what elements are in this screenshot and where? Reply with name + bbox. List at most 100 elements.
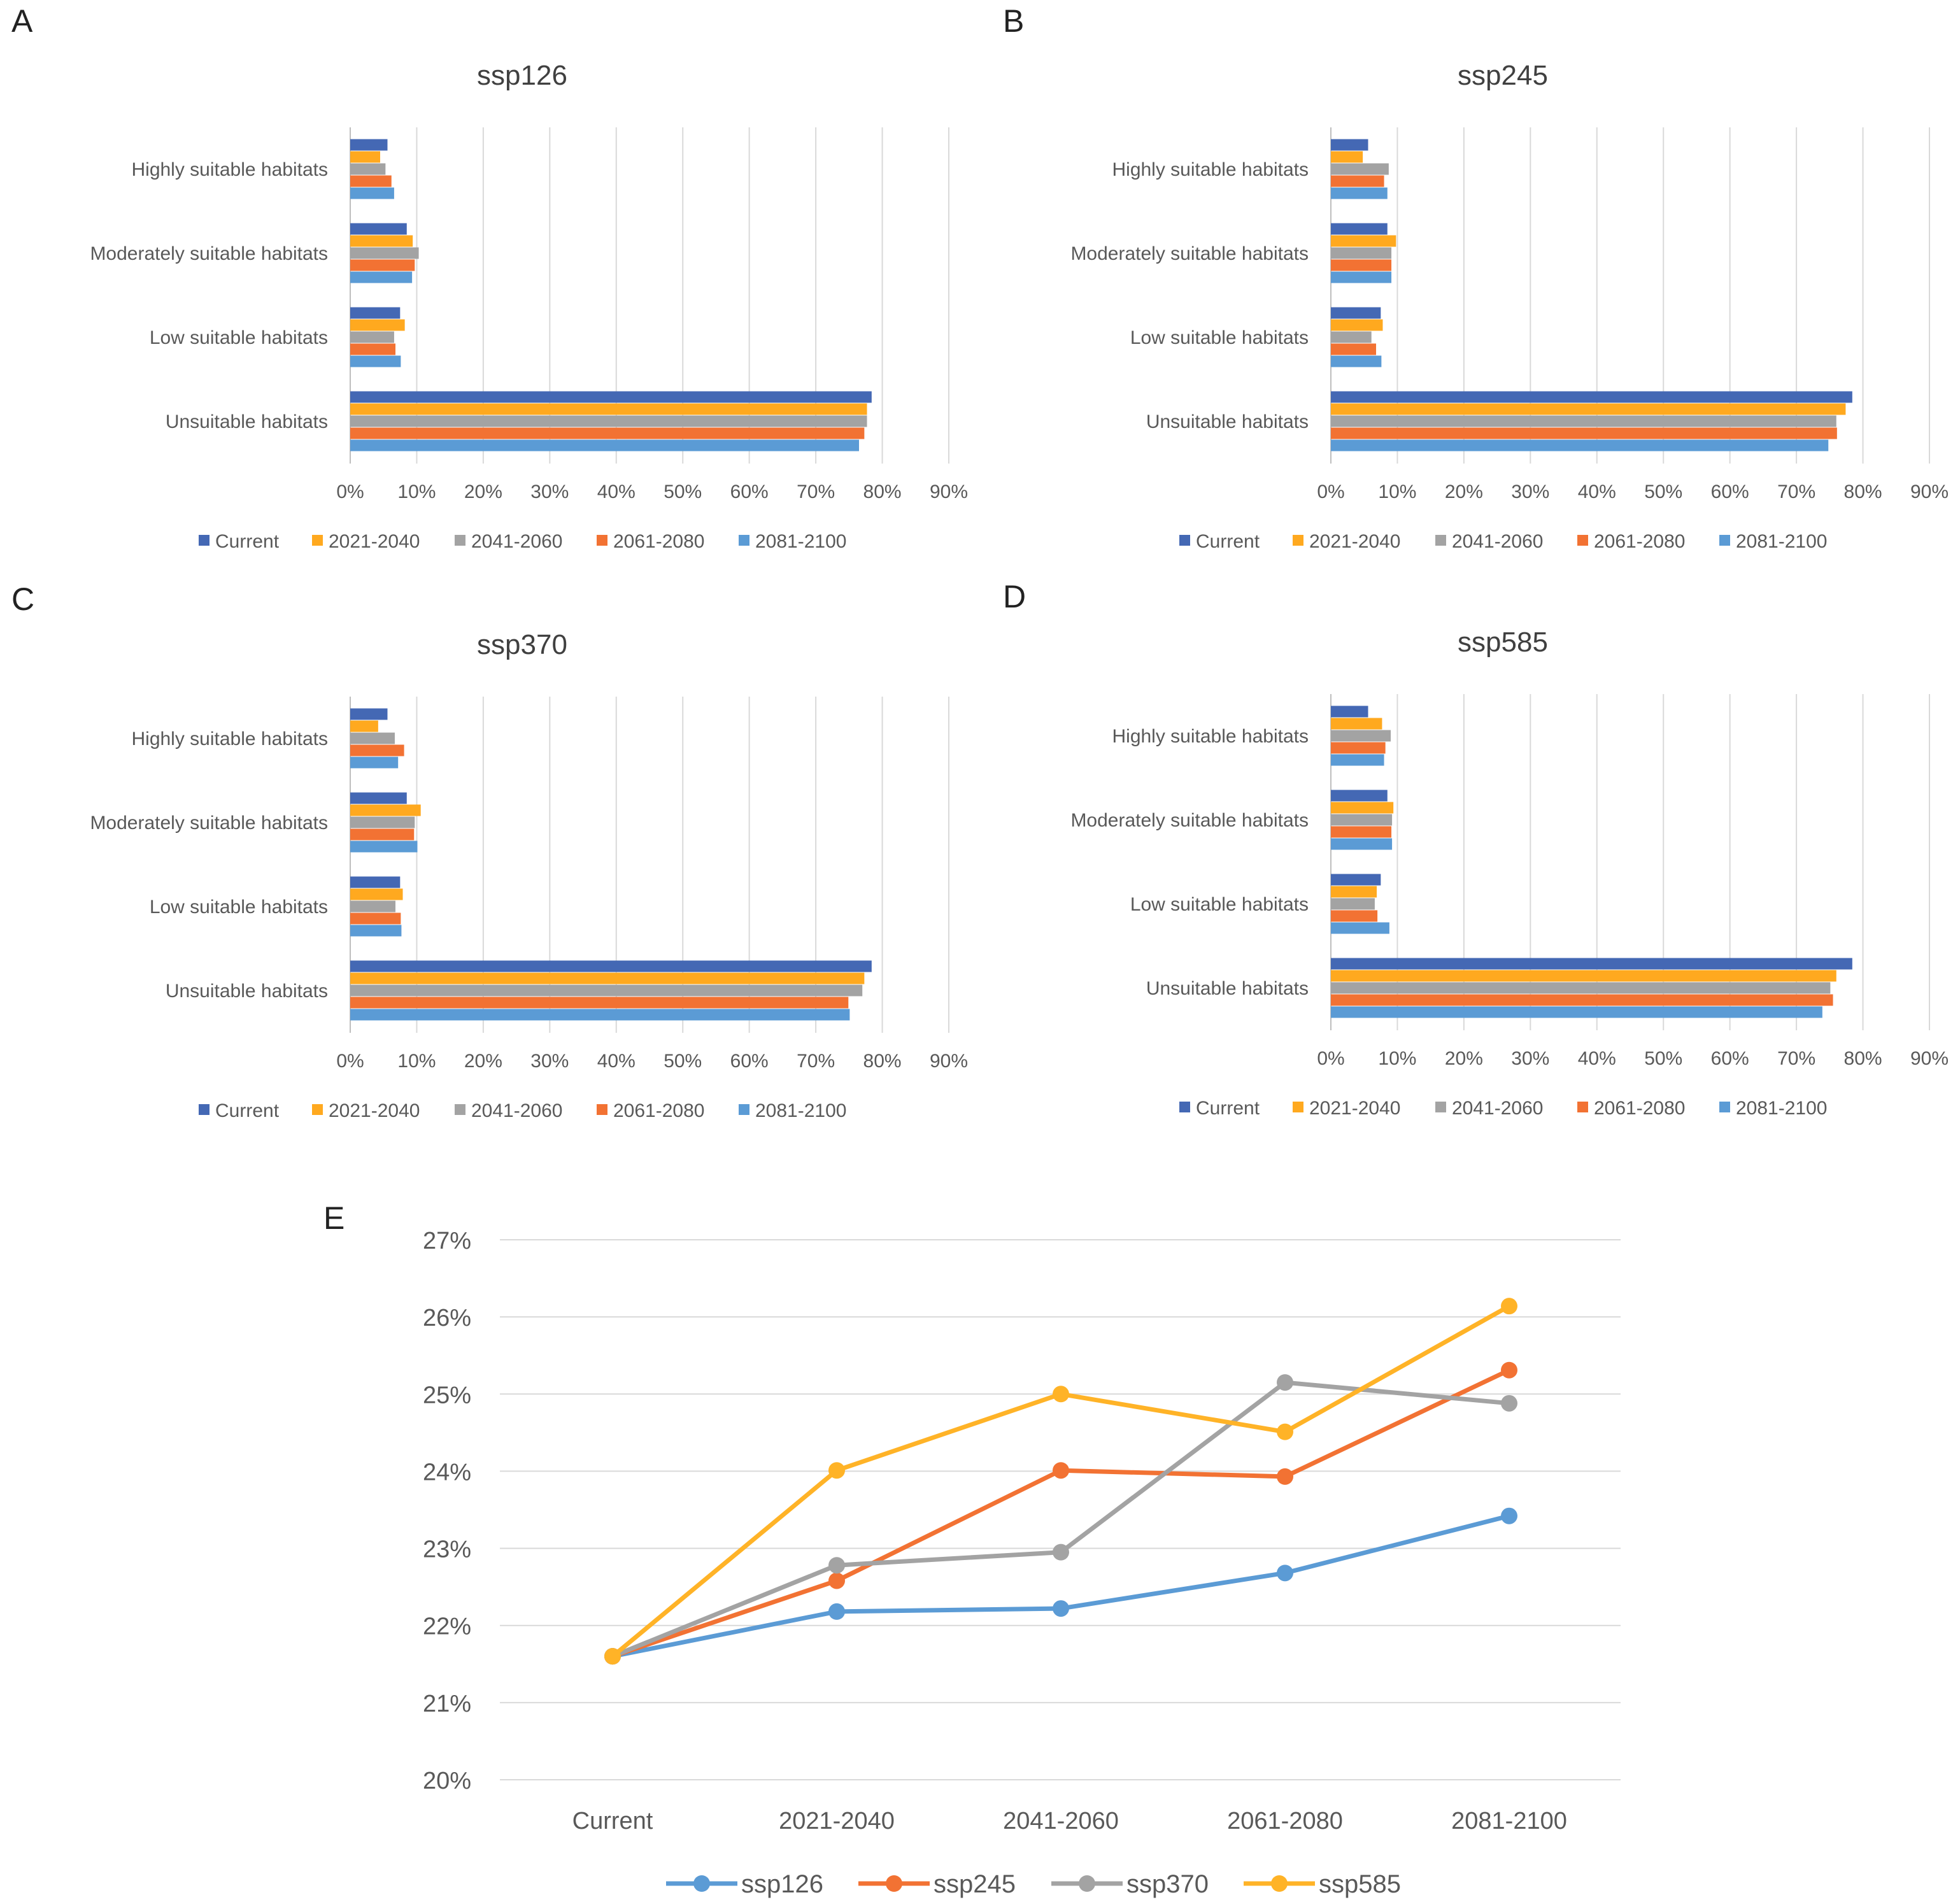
line-chart-e: E 20% 21% 22% 23% 24% 25% 26% 27% Current 2021-204… [323,1200,1621,1898]
bar-current [1331,874,1381,886]
category-label: Moderately suitable habitats [1070,243,1309,264]
bar-2021-2040 [1331,151,1363,163]
y-tick-label: 20% [423,1768,471,1794]
x-tick-label: 80% [863,1051,902,1072]
x-tick-label: 30% [530,1051,569,1072]
x-tick-label: 20% [464,481,502,502]
x-tick-label: 40% [597,1051,636,1072]
legend-marker-ssp245 [886,1875,902,1892]
bar-2041-2060 [350,732,395,744]
legend-label: 2081-2100 [755,1100,846,1121]
panel-letter: A [11,3,33,39]
bar-current [1331,139,1368,151]
category-label: Low suitable habitats [1130,894,1309,915]
legend-swatch-2041-2060 [1435,1102,1446,1112]
legend-label: 2081-2100 [755,531,846,552]
x-tick-label: 40% [1578,1048,1616,1069]
bar-2061-2080 [350,343,396,355]
x-tick-label: 60% [1711,481,1749,502]
data-point-ssp245 [1053,1462,1069,1479]
legend-label: Current [1196,531,1260,552]
bar-2061-2080 [1331,826,1392,838]
x-tick-label: 2021-2040 [779,1808,895,1835]
x-tick-label: 90% [1910,481,1949,502]
legend-label: 2081-2100 [1736,531,1827,552]
data-point-ssp585 [1053,1386,1069,1403]
category-label: Highly suitable habitats [1112,159,1309,180]
data-point-ssp126 [1277,1565,1293,1582]
legend-swatch-2081-2100 [1719,535,1730,546]
bar-current [1331,706,1368,718]
legend-label: Current [215,1100,280,1121]
legend-label: 2021-2040 [329,531,420,552]
x-tick-label: 50% [664,481,702,502]
series-line-ssp126 [612,1514,1510,1659]
x-tick-label: 60% [730,1051,769,1072]
chart-title: ssp370 [477,629,567,660]
x-tick-label: 70% [1777,481,1815,502]
bar-2061-2080 [350,912,401,925]
bar-2081-2100 [1331,439,1829,451]
bar-2061-2080 [350,427,865,439]
category-label: Unsuitable habitats [166,981,328,1002]
legend-swatch-2061-2080 [1577,1102,1588,1112]
legend-swatch-2041-2060 [455,535,465,546]
x-tick-label: 0% [1317,481,1344,502]
legend-label: ssp126 [741,1870,823,1898]
category-label: Moderately suitable habitats [90,243,328,264]
bar-2061-2080 [1331,910,1378,922]
bar-current [350,307,401,319]
y-tick-label: 23% [423,1537,471,1563]
x-tick-label: 80% [1844,1048,1882,1069]
category-label: Low suitable habitats [1130,327,1309,348]
legend-swatch-2021-2040 [312,1104,323,1115]
legend-swatch-current [199,1104,209,1115]
bar-2081-2100 [350,271,413,283]
bar-2021-2040 [1331,970,1836,982]
bar-2061-2080 [350,744,404,756]
panel-letter: D [1003,579,1026,614]
bar-current [1331,307,1381,319]
legend-label: 2061-2080 [1594,531,1685,552]
bar-2041-2060 [1331,415,1836,427]
category-label: Unsuitable habitats [166,411,328,432]
bar-2061-2080 [1331,427,1837,439]
bar-2081-2100 [350,925,402,937]
bar-current [1331,223,1388,235]
x-tick-label: 0% [336,1051,364,1072]
bar-2041-2060 [350,331,394,343]
x-tick-label: 50% [664,1051,702,1072]
legend-label: 2061-2080 [1594,1098,1685,1119]
bar-current [350,139,388,151]
bar-2081-2100 [1331,187,1388,199]
data-point-ssp585 [1501,1298,1517,1315]
legend-label: Current [1196,1098,1260,1119]
x-tick-label: 40% [1578,481,1616,502]
legend-label: 2041-2060 [1452,1098,1543,1119]
bar-2041-2060 [350,816,415,828]
x-tick-label: 90% [1910,1048,1949,1069]
x-tick-label: 90% [930,481,968,502]
bar-2041-2060 [1331,814,1393,826]
bar-2021-2040 [350,972,865,984]
data-point-ssp126 [1053,1600,1069,1617]
bar-current [350,960,872,972]
bar-2021-2040 [350,888,403,900]
category-label: Highly suitable habitats [1112,726,1309,747]
bar-2081-2100 [350,439,859,451]
category-label: Moderately suitable habitats [90,813,328,834]
legend-swatch-current [199,535,209,546]
bar-2041-2060 [1331,331,1372,343]
data-point-ssp585 [828,1462,845,1479]
bar-2021-2040 [350,720,378,732]
bar-2061-2080 [1331,994,1833,1006]
bar-2061-2080 [350,828,415,841]
x-tick-label: 30% [530,481,569,502]
bar-2021-2040 [350,235,413,247]
legend-swatch-2081-2100 [1719,1102,1730,1112]
x-tick-label: 70% [797,481,835,502]
legend-label: 2041-2060 [1452,531,1543,552]
legend-swatch-2061-2080 [1577,535,1588,546]
